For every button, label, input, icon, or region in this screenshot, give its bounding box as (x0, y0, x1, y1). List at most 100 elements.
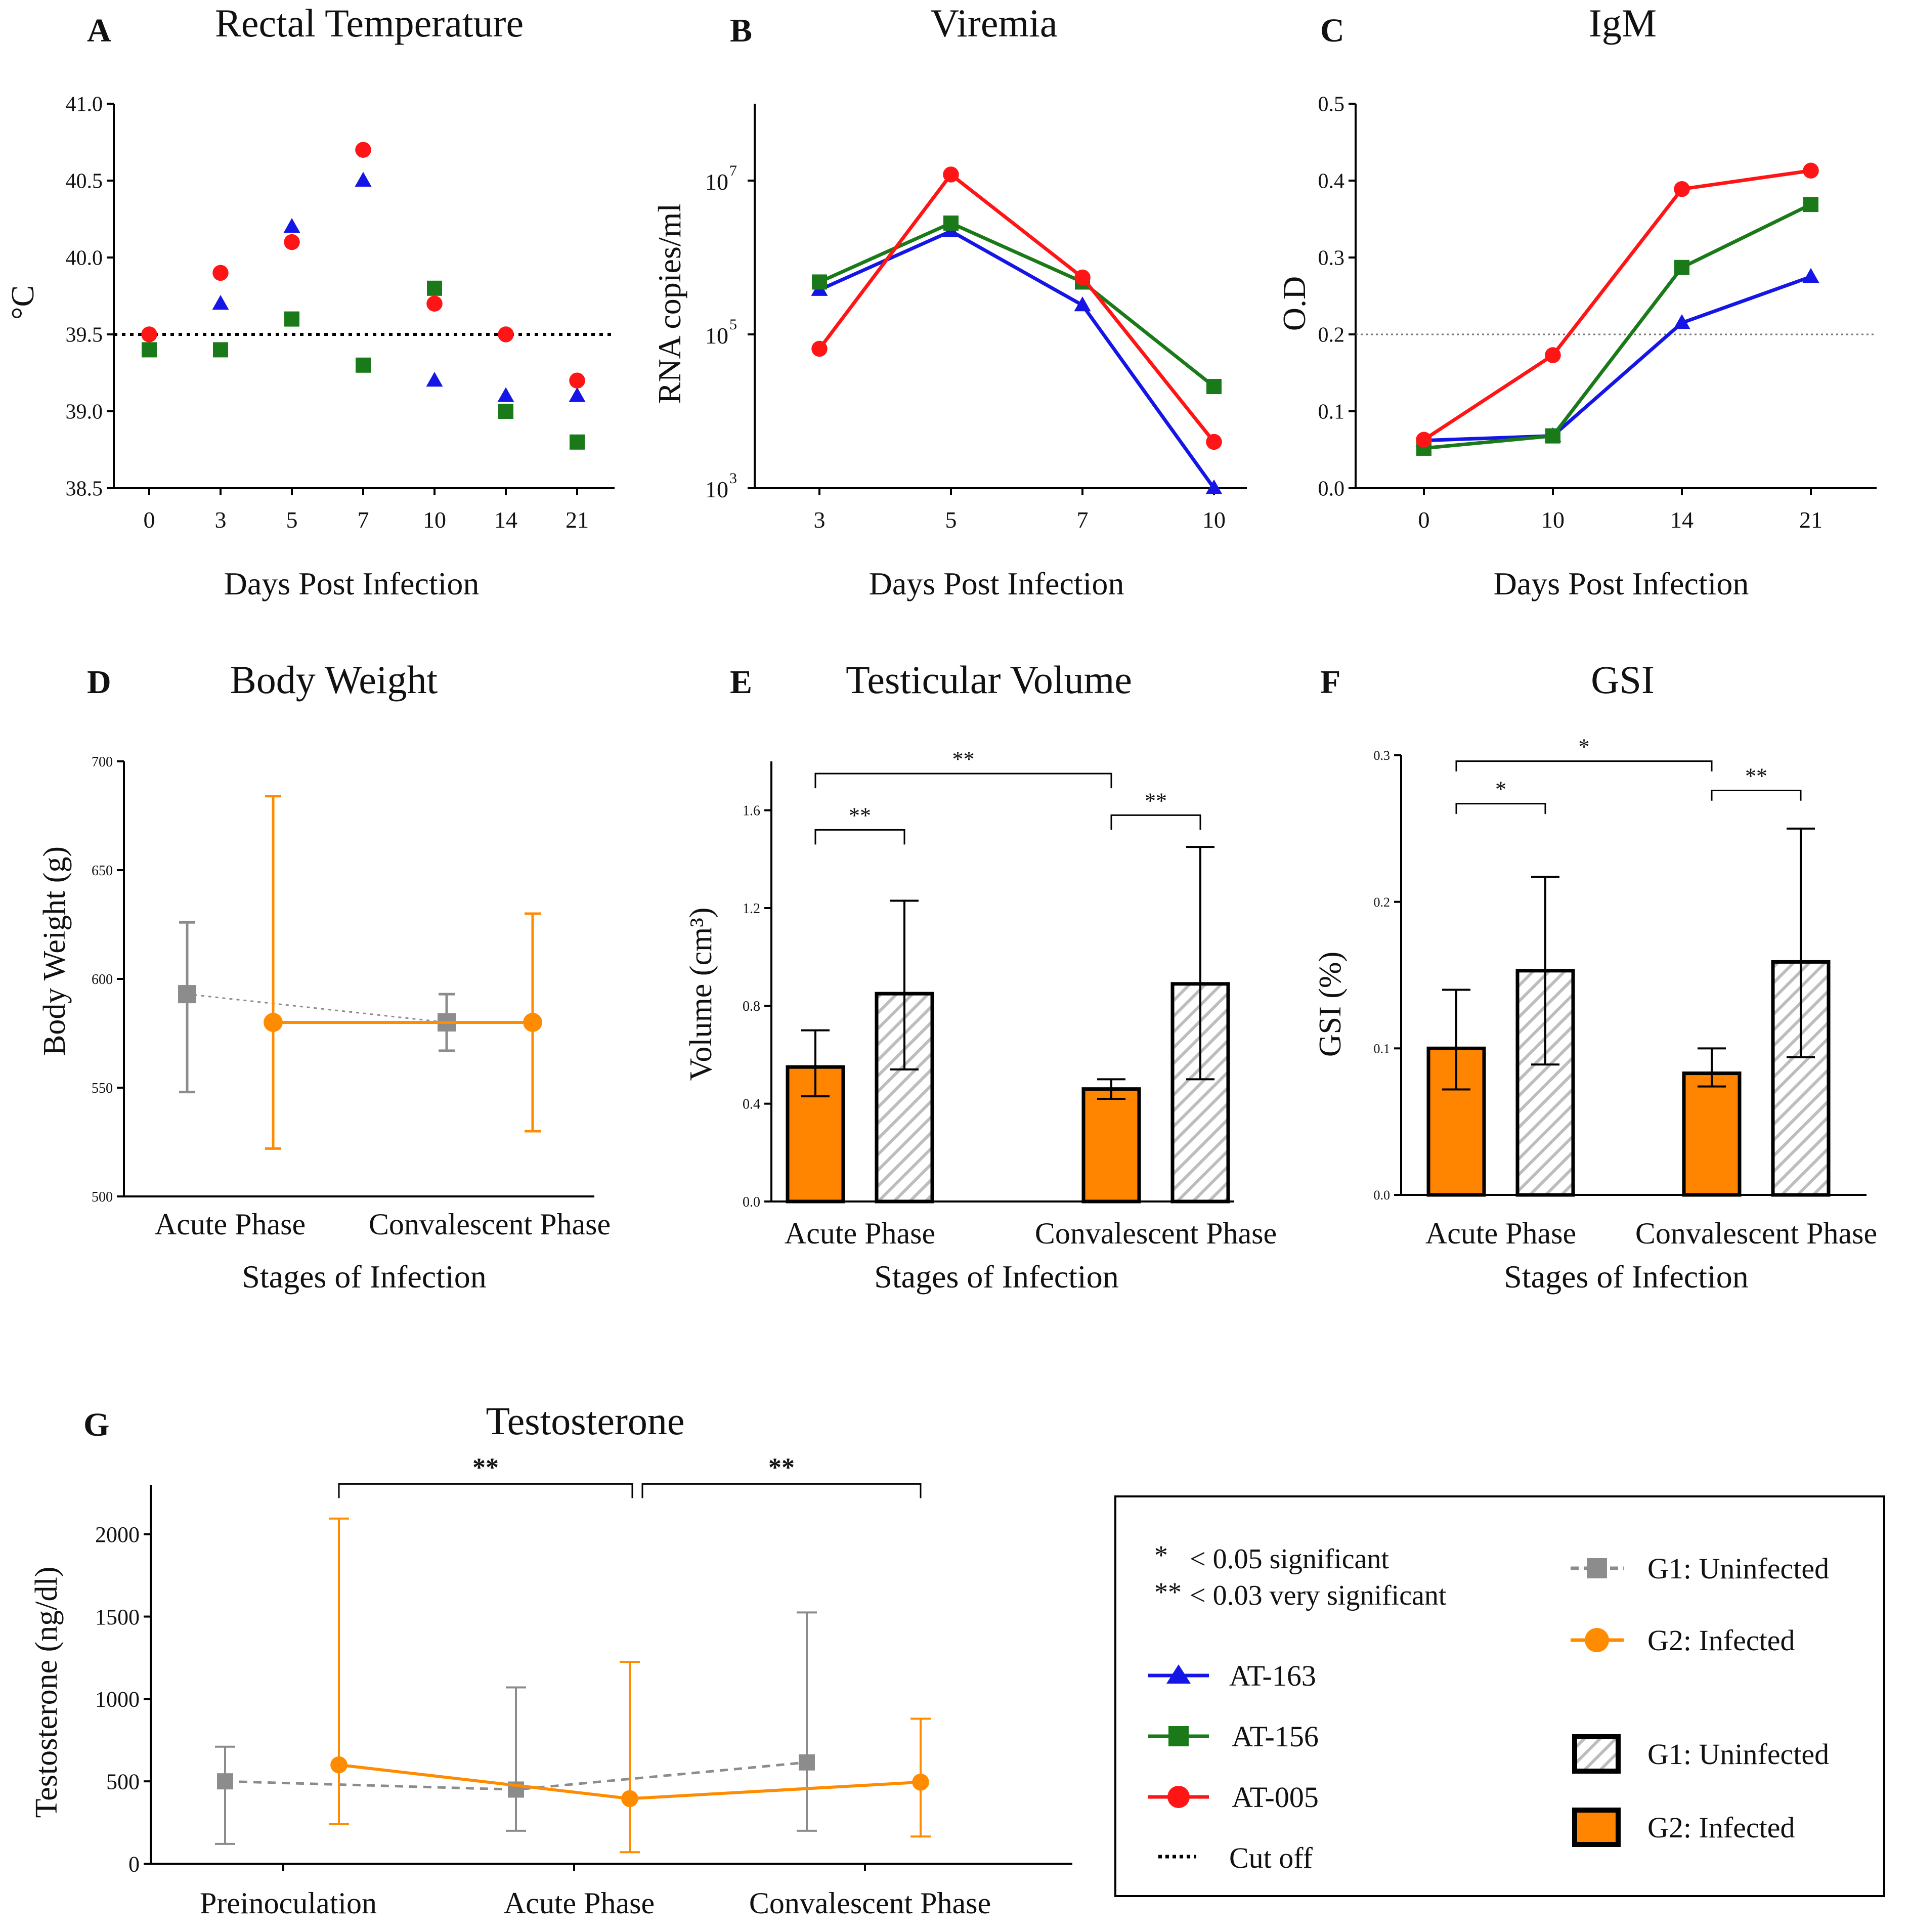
circle-marker (355, 142, 371, 158)
y-axis-label: °C (5, 285, 40, 320)
series-line (187, 993, 447, 1023)
square-marker (812, 274, 827, 290)
y-tick-label: 1500 (95, 1605, 140, 1629)
panel-letter: E (730, 664, 752, 701)
y-tick-label: 0.0 (1374, 1188, 1391, 1203)
solid-box-icon (1572, 1808, 1621, 1847)
triangle-marker (1802, 268, 1819, 283)
chart-title: Body Weight (230, 658, 438, 702)
y-tick-label: 0.0 (743, 1194, 760, 1210)
circle-marker (1074, 269, 1091, 286)
panel-d: D Body Weight Stages of Infection Body W… (37, 658, 611, 1295)
panel-letter: B (730, 12, 752, 49)
legend-sig-star: * (1154, 1540, 1168, 1570)
x-tick-label: 0 (1418, 507, 1430, 533)
y-axis-label: Volume (cm³) (684, 908, 718, 1081)
y-tick-exponent: 5 (729, 316, 737, 333)
x-tick-label: 14 (1670, 507, 1694, 533)
y-tick-label: 0.2 (1318, 324, 1345, 347)
plot-area: 0 500 1000 1500 2000 Preinoculation Acute Phas… (95, 1453, 1072, 1920)
legend-frame (1114, 1495, 1885, 1897)
square-marker (498, 404, 513, 419)
x-tick-label: Convalescent Phase (1635, 1217, 1877, 1250)
square-marker (427, 280, 442, 296)
circle-marker (284, 234, 300, 250)
y-tick-label: 600 (92, 972, 113, 988)
y-tick-label: 39.5 (66, 324, 103, 347)
y-tick-label: 500 (106, 1770, 140, 1794)
triangle-marker (355, 171, 372, 187)
circle-marker (943, 166, 959, 183)
y-tick-label: 1.2 (743, 901, 760, 917)
chart-title: Testosterone (486, 1399, 684, 1443)
y-tick-label: 10 (705, 169, 728, 195)
y-tick-label: 0.4 (743, 1096, 760, 1112)
legend-item-g1-bar: G1: Uninfected (1572, 1734, 1829, 1774)
legend-label: AT-163 (1229, 1659, 1316, 1692)
plot-area: 500 550 600 650 700 Acute Phase Convalescent P… (92, 754, 611, 1241)
y-tick-label: 10 (705, 323, 728, 349)
triangle-marker (569, 387, 586, 402)
triangle-marker (212, 294, 229, 310)
hatched-box-icon (1572, 1734, 1621, 1774)
chart-title: Viremia (931, 1, 1058, 45)
x-tick-label: 21 (1799, 507, 1822, 533)
significance-bracket (814, 772, 1112, 789)
legend-label: G2: Infected (1647, 1624, 1795, 1657)
x-tick-label: 21 (566, 507, 589, 533)
x-tick-label: Acute Phase (504, 1886, 655, 1920)
panel-letter: C (1320, 12, 1344, 49)
x-tick-label: 14 (494, 507, 517, 533)
significance-bracket (641, 1483, 922, 1498)
square-marker (1206, 379, 1222, 395)
square-marker (1803, 197, 1818, 212)
significance-bracket (1455, 760, 1713, 771)
x-tick-label: 10 (423, 507, 446, 533)
square-marker (356, 357, 371, 373)
x-axis-label: Days Post Infection (869, 566, 1124, 602)
square-marker (142, 342, 157, 358)
x-tick-label: 7 (1077, 507, 1089, 533)
square-marker (799, 1754, 815, 1771)
x-tick-label: 3 (814, 507, 826, 533)
circle-marker (1416, 432, 1432, 448)
significance-bracket (1711, 790, 1802, 801)
y-tick-label: 0 (128, 1852, 140, 1876)
panel-letter: A (87, 12, 111, 49)
y-tick-label: 41.0 (66, 93, 103, 116)
y-tick-label: 0.8 (743, 999, 760, 1014)
x-tick-label: 7 (358, 507, 369, 533)
triangle-marker (1673, 314, 1690, 329)
circle-marker (498, 326, 514, 342)
x-tick-label: Convalescent Phase (1035, 1217, 1277, 1250)
x-axis-label: Stages of Infection (874, 1259, 1118, 1295)
y-tick-label: 0.1 (1318, 401, 1345, 424)
x-axis-label: Stages of Infection (242, 1259, 486, 1295)
legend-item-g2-line: G2: Infected (1571, 1624, 1795, 1657)
legend-label: AT-005 (1232, 1781, 1319, 1814)
y-tick-label: 500 (92, 1189, 113, 1205)
y-tick-exponent: 3 (729, 470, 737, 487)
series-line (1423, 275, 1812, 443)
circle-marker (264, 1013, 283, 1032)
y-tick-label: 0.1 (1374, 1041, 1391, 1056)
significance-bracket (814, 829, 905, 845)
circle-marker (912, 1774, 929, 1791)
significance-label: ** (768, 1453, 795, 1482)
significance-label: * (1495, 777, 1506, 802)
triangle-marker-icon (1166, 1664, 1191, 1684)
y-tick-label: 0.3 (1374, 748, 1391, 763)
x-tick-label: Preinoculation (200, 1886, 377, 1920)
legend-label: G2: Infected (1647, 1811, 1795, 1844)
panel-a: A Rectal Temperature Days Post Infection… (5, 1, 615, 602)
significance-label: ** (472, 1453, 499, 1482)
circle-marker (621, 1790, 638, 1808)
legend-vsig-star: ** (1154, 1577, 1182, 1607)
legend-item-cutoff: Cut off (1158, 1841, 1313, 1874)
significance-label: ** (952, 747, 975, 771)
significance-label: * (1579, 735, 1590, 759)
chart-title: IgM (1589, 1, 1657, 45)
y-axis-label: Body Weight (g) (37, 846, 72, 1056)
circle-marker (1674, 181, 1690, 197)
y-axis-label: O.D (1276, 276, 1312, 331)
